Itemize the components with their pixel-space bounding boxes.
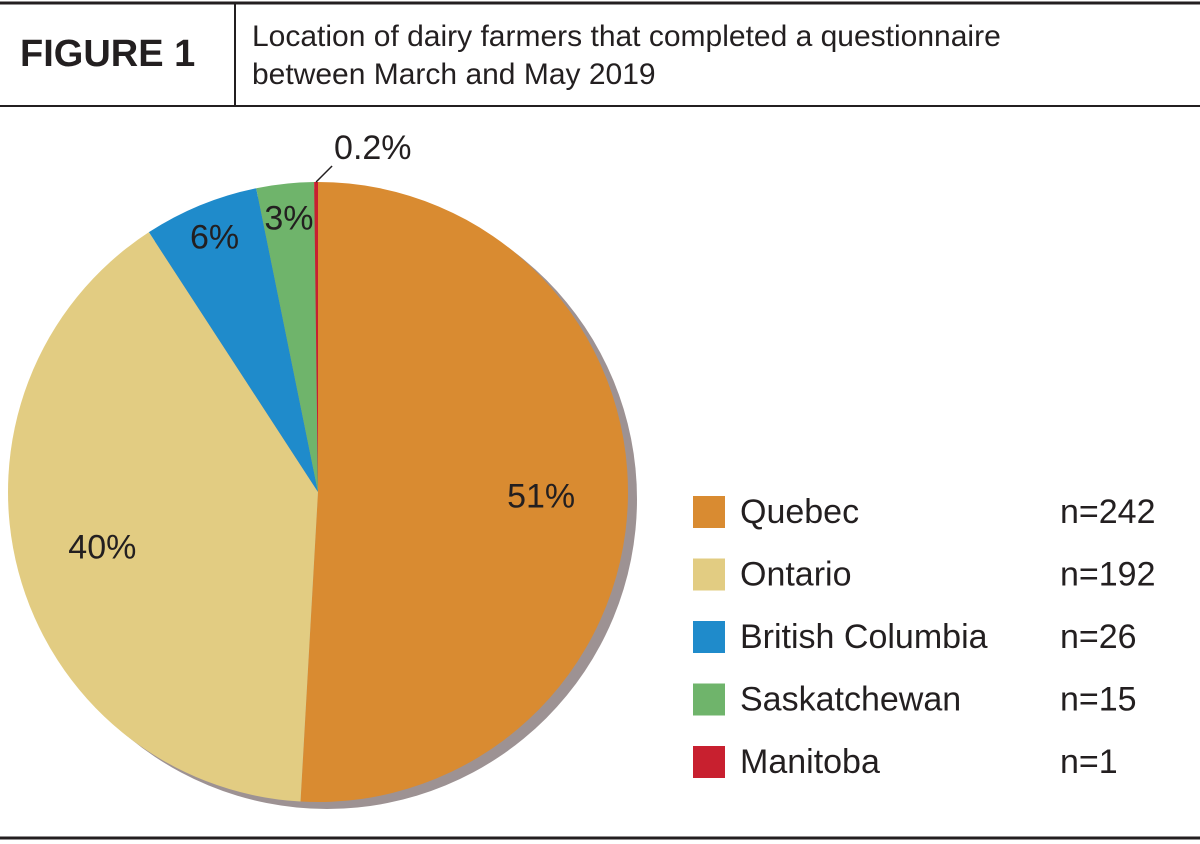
legend-label: British Columbia — [740, 618, 988, 656]
legend-count: n=192 — [1060, 555, 1156, 593]
chart-title: Location of dairy farmers that completed… — [252, 20, 1001, 53]
legend-count: n=26 — [1060, 618, 1137, 656]
pie-slice — [148, 188, 318, 493]
pie-slice — [256, 182, 318, 492]
legend-swatch — [693, 558, 725, 591]
legend-swatch — [693, 621, 725, 653]
legend-count: n=1 — [1060, 743, 1118, 781]
legend-label: Manitoba — [740, 743, 880, 781]
pie-slice — [300, 182, 628, 802]
legend-swatch — [693, 496, 725, 528]
leader-line — [315, 165, 333, 183]
pie-slice — [314, 182, 318, 492]
data-label: 3% — [264, 200, 313, 238]
chart-title: between March and May 2019 — [252, 58, 656, 91]
data-label: 0.2% — [334, 129, 412, 167]
pie-slice — [7, 232, 319, 802]
legend-count: n=15 — [1060, 680, 1137, 718]
data-label: 40% — [68, 528, 136, 566]
legend-label: Ontario — [740, 555, 852, 593]
legend-label: Saskatchewan — [740, 680, 961, 718]
legend-label: Quebec — [740, 493, 859, 531]
data-label: 51% — [507, 477, 575, 515]
data-label: 6% — [190, 219, 239, 257]
legend-swatch — [693, 746, 725, 778]
figure-label: FIGURE 1 — [20, 33, 195, 75]
legend-count: n=242 — [1060, 493, 1156, 531]
legend-swatch — [693, 683, 725, 716]
